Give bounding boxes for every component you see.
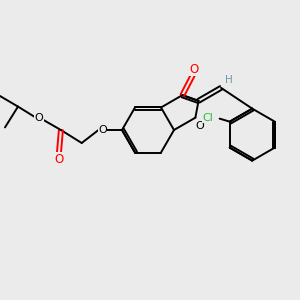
Text: H: H (225, 75, 233, 85)
Text: O: O (34, 112, 43, 123)
Text: O: O (98, 125, 107, 135)
Text: Cl: Cl (202, 112, 213, 123)
Text: O: O (195, 121, 204, 131)
Text: O: O (190, 63, 199, 76)
Text: O: O (54, 153, 64, 166)
